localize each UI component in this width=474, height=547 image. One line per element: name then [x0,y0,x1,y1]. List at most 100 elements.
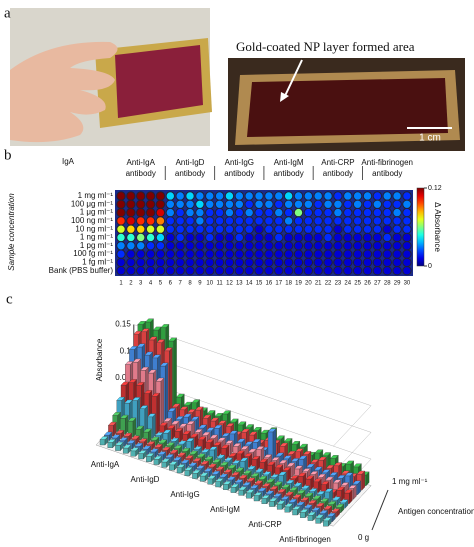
bar-front [323,520,329,527]
dot [392,191,402,201]
dot [264,266,274,276]
bar-top [145,318,154,323]
bar-top [292,494,302,499]
bar-3d [168,461,178,471]
bar-top [128,379,138,383]
dot [333,241,343,251]
dot [116,266,126,276]
dot [274,232,284,243]
bar-top [190,416,200,421]
dot [175,232,185,243]
bar-top [265,490,275,495]
bar-front [230,487,237,493]
dot [126,266,136,276]
dot [155,266,166,276]
dot [234,191,245,201]
bar-front [122,447,129,454]
dot [264,224,274,234]
column-label: 3 [139,281,143,287]
dot [205,249,215,259]
group-label: Anti-IgG [170,490,199,499]
bar-top [313,478,322,482]
dot [165,207,176,218]
dot [254,266,264,276]
bar-top [103,431,113,436]
dot [392,224,402,234]
bar-front [99,439,106,446]
dot [362,266,373,276]
bar-3d [145,452,155,463]
bar-top [171,403,181,408]
bar-top [336,486,345,491]
dot [145,232,156,243]
bar-top [199,472,209,477]
bar-top [261,495,271,499]
dot [372,257,383,268]
dot [362,249,373,259]
bar-top [187,409,196,413]
dot [283,216,294,226]
bar-top [205,439,215,443]
dot [343,257,353,268]
bar-top [204,456,214,460]
dot [254,216,264,226]
dot [323,232,333,243]
bar-top [208,463,217,468]
dot [274,224,284,234]
bar-top [124,399,133,404]
bar-top [299,509,309,513]
dot [214,199,225,210]
column-label: 24 [344,281,351,287]
bar-top [219,473,229,478]
bar-3d [251,455,261,471]
bar-top [123,432,133,437]
dot [116,232,126,243]
column-label: 6 [169,281,173,287]
grid-line [333,485,372,527]
bar-3d [307,511,317,521]
dot [205,266,215,276]
group-suffix: antibody [372,169,402,178]
dot [283,224,294,234]
bar-top [157,451,167,455]
dot [214,232,225,243]
bar-3d [161,458,170,468]
dot [244,232,254,243]
dot [333,257,343,268]
dot [165,224,176,234]
bar-top [163,417,173,422]
dot [175,199,185,210]
bar-3d [276,500,286,510]
bar-top [179,406,189,410]
dot [185,249,195,259]
dot [333,224,343,234]
dot [303,199,314,210]
bar-top [127,417,137,422]
bar-top [201,449,210,453]
bar-top [271,457,280,461]
group-label: Anti-IgD [176,158,205,167]
dot [175,266,185,276]
bar-top [250,485,259,489]
annotation: Gold-coated NP layer formed area [236,39,415,54]
dot [362,257,373,268]
dot [155,249,166,259]
column-label: 1 [119,281,123,287]
dot [402,224,412,234]
dot [155,224,166,234]
bar-top [263,454,273,458]
bar-top [124,361,134,365]
bar-top [107,439,117,443]
bar-top [301,485,310,490]
bar-top [192,469,201,474]
dot [155,241,166,251]
bar-top [356,470,366,475]
dot [352,191,363,201]
dot [205,199,215,210]
bar-top [227,464,237,469]
bar-top [277,488,287,493]
column-label: 7 [178,281,182,287]
dot [372,216,383,226]
bar-top [300,497,310,501]
bar-top [228,453,238,457]
